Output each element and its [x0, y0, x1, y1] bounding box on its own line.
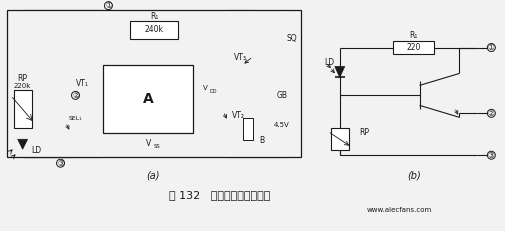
Bar [130, 21, 178, 39]
Text: ②: ② [487, 109, 494, 118]
Text: ①: ① [105, 1, 112, 10]
Text: VT₃: VT₃ [233, 53, 246, 62]
Text: LD: LD [324, 58, 334, 67]
Text: SS: SS [153, 144, 160, 149]
Text: R₁: R₁ [150, 12, 158, 21]
Text: 240k: 240k [144, 25, 164, 34]
Text: ③: ③ [57, 159, 64, 168]
Text: VT₁: VT₁ [76, 79, 89, 88]
Text: RP: RP [18, 74, 28, 83]
Text: A: A [142, 92, 154, 106]
Text: SEL₁: SEL₁ [69, 116, 82, 121]
Text: ①: ① [487, 43, 494, 52]
Text: B: B [259, 136, 264, 145]
Polygon shape [18, 139, 28, 149]
Bar [7, 10, 300, 157]
Bar [242, 118, 252, 140]
Text: 220k: 220k [14, 83, 31, 89]
Text: SQ: SQ [286, 34, 296, 43]
Text: ③: ③ [487, 151, 494, 160]
Text: ②: ② [72, 91, 79, 100]
Bar [14, 90, 31, 128]
Text: (a): (a) [146, 170, 160, 180]
Text: GB: GB [276, 91, 287, 100]
Text: 图 132   光控报警器电路之一: 图 132 光控报警器电路之一 [169, 190, 270, 200]
Bar [103, 65, 193, 133]
Text: (b): (b) [407, 170, 421, 180]
Text: R₁: R₁ [409, 31, 417, 40]
Polygon shape [334, 67, 344, 77]
Bar [392, 40, 434, 55]
Text: VT₂: VT₂ [231, 111, 244, 120]
Text: RP: RP [359, 128, 369, 137]
Bar [330, 128, 348, 150]
Text: V: V [203, 85, 207, 91]
Text: LD: LD [31, 146, 41, 155]
Text: 4.5V: 4.5V [274, 122, 289, 128]
Text: www.alecfans.com: www.alecfans.com [366, 207, 431, 213]
Text: V: V [145, 139, 150, 148]
Text: DD: DD [209, 89, 216, 94]
Text: 220: 220 [406, 43, 420, 52]
